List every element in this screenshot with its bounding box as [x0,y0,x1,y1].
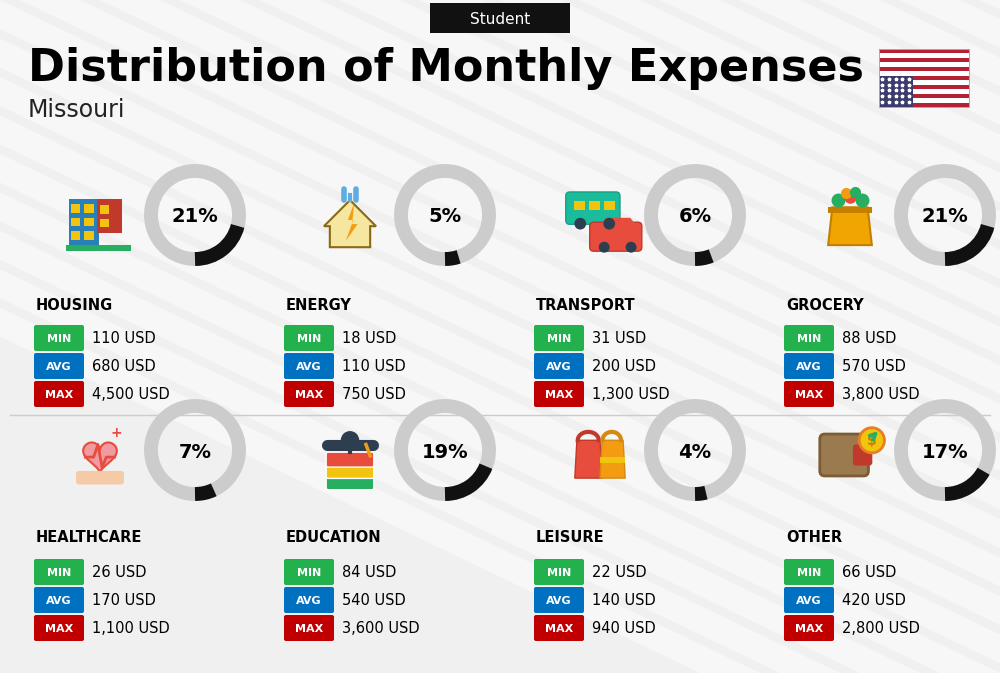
Text: +: + [110,426,122,440]
Text: AVG: AVG [546,361,572,371]
Text: 570 USD: 570 USD [842,359,906,374]
Polygon shape [500,0,1000,673]
Text: 21%: 21% [922,207,968,227]
Text: AVG: AVG [796,361,822,371]
FancyBboxPatch shape [34,559,84,585]
Text: AVG: AVG [46,596,72,606]
FancyBboxPatch shape [34,381,84,407]
FancyBboxPatch shape [534,587,584,613]
Text: LEISURE: LEISURE [536,530,605,546]
Text: MAX: MAX [545,390,573,400]
FancyBboxPatch shape [284,615,334,641]
Text: MIN: MIN [797,334,821,343]
Polygon shape [100,0,1000,673]
Text: 22 USD: 22 USD [592,565,647,580]
Text: 420 USD: 420 USD [842,593,906,608]
FancyBboxPatch shape [784,615,834,641]
FancyBboxPatch shape [100,205,109,213]
Polygon shape [0,0,840,673]
Text: ENERGY: ENERGY [286,297,352,312]
FancyBboxPatch shape [853,444,872,466]
Text: HOUSING: HOUSING [36,297,113,312]
Text: Student: Student [470,11,530,26]
FancyBboxPatch shape [828,207,872,213]
Polygon shape [600,218,637,226]
Text: MAX: MAX [45,623,73,633]
Text: MAX: MAX [545,623,573,633]
Text: MAX: MAX [295,623,323,633]
FancyBboxPatch shape [879,76,969,80]
Text: 5%: 5% [428,207,462,227]
Text: 110 USD: 110 USD [342,359,406,374]
FancyBboxPatch shape [84,232,94,240]
Text: MIN: MIN [297,567,321,577]
Text: AVG: AVG [296,596,322,606]
FancyBboxPatch shape [534,325,584,351]
FancyBboxPatch shape [34,325,84,351]
FancyBboxPatch shape [71,205,80,213]
FancyBboxPatch shape [879,71,969,76]
Text: 940 USD: 940 USD [592,621,656,636]
FancyBboxPatch shape [284,381,334,407]
FancyBboxPatch shape [879,67,969,71]
Text: 1,100 USD: 1,100 USD [92,621,170,636]
Text: MIN: MIN [547,567,571,577]
Polygon shape [580,0,1000,673]
Polygon shape [0,0,920,673]
Circle shape [626,242,637,252]
Polygon shape [828,207,872,245]
Text: GROCERY: GROCERY [786,297,864,312]
FancyBboxPatch shape [284,587,334,613]
Text: 88 USD: 88 USD [842,331,896,346]
FancyBboxPatch shape [600,457,625,464]
FancyBboxPatch shape [326,452,374,467]
Text: 66 USD: 66 USD [842,565,896,580]
FancyBboxPatch shape [574,201,585,210]
Text: 6%: 6% [678,207,712,227]
Polygon shape [980,0,1000,673]
FancyBboxPatch shape [879,63,969,67]
FancyBboxPatch shape [784,325,834,351]
FancyBboxPatch shape [784,353,834,379]
FancyBboxPatch shape [534,615,584,641]
Text: HEALTHCARE: HEALTHCARE [36,530,142,546]
FancyBboxPatch shape [84,205,94,213]
FancyBboxPatch shape [534,353,584,379]
Text: MAX: MAX [795,390,823,400]
FancyBboxPatch shape [820,434,868,476]
Text: OTHER: OTHER [786,530,842,546]
FancyBboxPatch shape [534,559,584,585]
Text: 84 USD: 84 USD [342,565,396,580]
Text: 17%: 17% [922,443,968,462]
FancyBboxPatch shape [534,381,584,407]
FancyBboxPatch shape [326,464,374,479]
Text: MIN: MIN [47,567,71,577]
Text: 26 USD: 26 USD [92,565,146,580]
Text: MIN: MIN [797,567,821,577]
Circle shape [603,218,615,229]
Polygon shape [340,0,1000,673]
FancyBboxPatch shape [34,615,84,641]
FancyBboxPatch shape [66,245,131,250]
Polygon shape [0,0,760,673]
FancyBboxPatch shape [879,53,969,58]
Text: 2,800 USD: 2,800 USD [842,621,920,636]
FancyBboxPatch shape [34,587,84,613]
Text: 540 USD: 540 USD [342,593,406,608]
FancyBboxPatch shape [284,353,334,379]
Text: 170 USD: 170 USD [92,593,156,608]
Polygon shape [660,0,1000,673]
Polygon shape [820,0,1000,673]
FancyBboxPatch shape [566,192,620,224]
FancyBboxPatch shape [784,587,834,613]
FancyBboxPatch shape [879,89,969,94]
Text: EDUCATION: EDUCATION [286,530,382,546]
FancyBboxPatch shape [879,80,969,85]
Text: 4%: 4% [678,443,712,462]
Circle shape [574,218,586,229]
Text: 31 USD: 31 USD [592,331,646,346]
Text: 3,800 USD: 3,800 USD [842,387,920,402]
